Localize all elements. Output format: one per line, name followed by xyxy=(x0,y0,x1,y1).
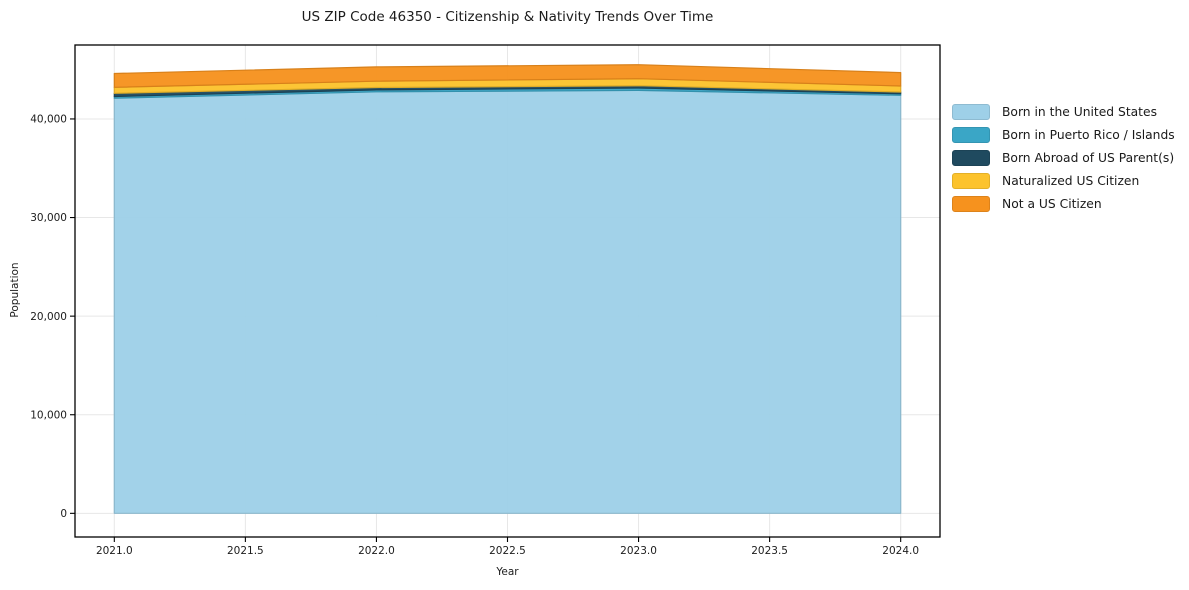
y-axis-label-text: Population xyxy=(9,262,21,318)
legend-swatch xyxy=(952,127,990,144)
legend-swatch xyxy=(952,150,990,167)
legend-swatch xyxy=(952,104,990,121)
x-tick-label: 2022.0 xyxy=(358,545,395,557)
legend-item: Not a US Citizen xyxy=(952,196,1175,213)
legend-label: Naturalized US Citizen xyxy=(1002,174,1140,189)
legend-item: Born in the United States xyxy=(952,104,1175,121)
x-tick-label: 2021.0 xyxy=(96,545,133,557)
x-tick-label: 2023.5 xyxy=(751,545,788,557)
area-band xyxy=(113,89,902,514)
legend-swatch xyxy=(952,173,990,190)
legend-label: Not a US Citizen xyxy=(1002,197,1102,212)
legend-swatch xyxy=(952,196,990,213)
legend-item: Born Abroad of US Parent(s) xyxy=(952,150,1175,167)
legend-item: Born in Puerto Rico / Islands xyxy=(952,127,1175,144)
y-tick-label: 20,000 xyxy=(30,311,67,323)
area-band xyxy=(113,64,902,88)
legend-label: Born in the United States xyxy=(1002,105,1157,120)
legend-label: Born Abroad of US Parent(s) xyxy=(1002,151,1175,166)
x-tick-label: 2021.5 xyxy=(227,545,264,557)
legend-item: Naturalized US Citizen xyxy=(952,173,1175,190)
y-tick-label: 0 xyxy=(60,508,67,520)
y-tick-label: 10,000 xyxy=(30,409,67,421)
legend: Born in the United States Born in Puerto … xyxy=(952,104,1175,219)
x-axis-label: Year xyxy=(496,566,519,578)
legend-label: Born in Puerto Rico / Islands xyxy=(1002,128,1175,143)
x-tick-label: 2024.0 xyxy=(882,545,919,557)
x-tick-label: 2022.5 xyxy=(489,545,526,557)
chart-title: US ZIP Code 46350 - Citizenship & Nativi… xyxy=(301,9,714,25)
x-tick-label: 2023.0 xyxy=(620,545,657,557)
y-tick-label: 40,000 xyxy=(30,114,67,126)
y-tick-label: 30,000 xyxy=(30,212,67,224)
